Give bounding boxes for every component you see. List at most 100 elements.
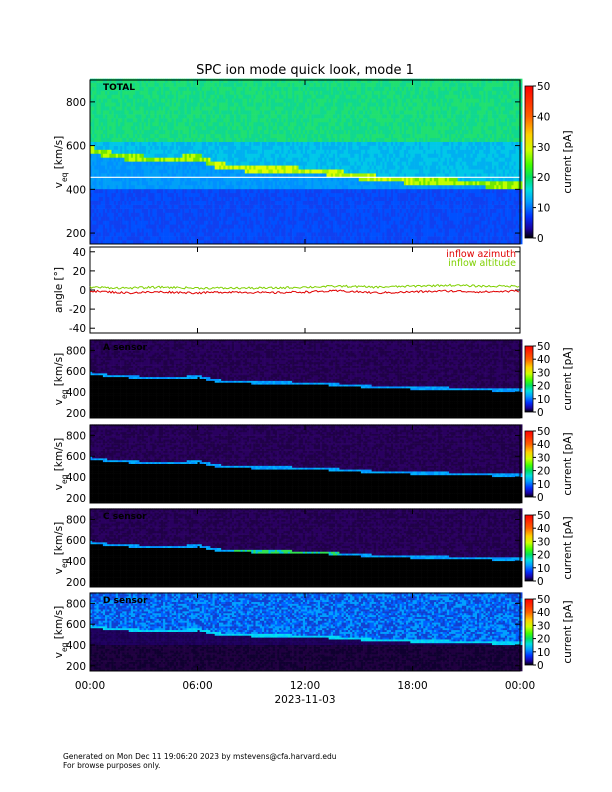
legend-entry: inflow altitude [448, 258, 516, 269]
panel-label: D sensor [103, 596, 148, 606]
y-axis-label: veq [km/s] [53, 136, 69, 188]
y-tick-label: 400 [66, 472, 86, 484]
colorbar-gradient [524, 514, 534, 582]
colorbar-tick-label: 40 [537, 439, 550, 451]
y-tick-label: 200 [66, 493, 86, 505]
colorbar-tick-label: 40 [537, 523, 550, 535]
panel-label: A sensor [103, 343, 148, 353]
x-tick-label: 00:00 [505, 680, 535, 692]
y-axis-label: veq [km/s] [53, 522, 69, 574]
panel-total: TOTAL 200 400 600 800 veq [km/s] [53, 78, 523, 245]
colorbar-tick-label: 30 [537, 367, 550, 379]
colorbar-tick-label: 40 [537, 111, 550, 123]
colorbar-tick-label: 50 [537, 594, 550, 606]
colorbar-tick-label: 50 [537, 81, 550, 93]
colorbar-tick-label: 10 [537, 394, 550, 406]
y-tick-label: 400 [66, 184, 86, 196]
y-tick-label: 200 [66, 577, 86, 589]
colorbar-label: current [pA] [562, 600, 574, 663]
y-tick-label: 600 [66, 619, 86, 631]
y-tick-label: 400 [66, 556, 86, 568]
y-tick-label: 600 [66, 451, 86, 463]
colorbar-tick-label: 20 [537, 381, 550, 393]
footer-generated: Generated on Mon Dec 11 19:06:20 2023 by… [63, 752, 336, 761]
colorbar-tick-label: 0 [537, 576, 544, 588]
y-tick-label: 800 [66, 430, 86, 442]
y-axis-label: veq [km/s] [53, 438, 69, 490]
colorbar-gradient [524, 345, 534, 413]
y-tick-label: 800 [66, 514, 86, 526]
y-tick-label: 800 [66, 598, 86, 610]
y-tick-label: -20 [69, 304, 86, 316]
colorbar-label: current [pA] [562, 347, 574, 410]
panel-angles: -40 -20 0 20 40 angle [°] inflow azimuthinflow… [53, 246, 521, 335]
heatmap-cells [90, 78, 523, 245]
colorbar-tick-label: 0 [537, 492, 544, 504]
colorbar-tick-label: 20 [537, 466, 550, 478]
x-axis-label: 2023-11-03 [274, 694, 335, 706]
y-tick-label: 400 [66, 640, 86, 652]
y-tick-label: 0 [79, 285, 86, 297]
colorbar-tick-label: 50 [537, 510, 550, 522]
colorbar-tick-label: 10 [537, 479, 550, 491]
series-line-altitude [89, 283, 520, 290]
colorbar-tick-label: 20 [537, 172, 550, 184]
heatmap-cells [90, 424, 523, 504]
colorbar-tick-label: 20 [537, 550, 550, 562]
colorbar-tick-label: 0 [537, 407, 544, 419]
heatmap-cells [90, 592, 523, 672]
y-tick-label: -40 [69, 323, 86, 335]
colorbar-tick-label: 20 [537, 634, 550, 646]
x-tick-label: 06:00 [182, 680, 212, 692]
panel-label: TOTAL [103, 83, 135, 93]
y-tick-label: 20 [73, 266, 86, 278]
y-tick-label: 600 [66, 141, 86, 153]
colorbar-tick-label: 30 [537, 620, 550, 632]
colorbar-tick-label: 10 [537, 563, 550, 575]
y-tick-label: 40 [73, 247, 86, 259]
colorbar-gradient [524, 598, 534, 666]
y-tick-label: 600 [66, 366, 86, 378]
colorbar-tick-label: 40 [537, 607, 550, 619]
footer-browse-note: For browse purposes only. [63, 761, 160, 770]
colorbar-tick-label: 30 [537, 142, 550, 154]
y-tick-label: 200 [66, 408, 86, 420]
colorbar-tick-label: 10 [537, 203, 550, 215]
colorbar-label: current [pA] [562, 130, 574, 193]
colorbar-gradient [524, 85, 534, 239]
heatmap-cells [90, 508, 523, 588]
heatmap-cells [90, 339, 523, 419]
figure-title: SPC ion mode quick look, mode 1 [196, 63, 414, 78]
y-tick-label: 600 [66, 535, 86, 547]
panel-label: C sensor [103, 512, 147, 522]
colorbar-tick-label: 50 [537, 426, 550, 438]
colorbar-tick-label: 10 [537, 647, 550, 659]
colorbar-tick-label: 50 [537, 341, 550, 353]
colorbar-label: current [pA] [562, 432, 574, 495]
y-tick-label: 800 [66, 97, 86, 109]
colorbar-tick-label: 30 [537, 452, 550, 464]
x-tick-label: 12:00 [290, 680, 320, 692]
y-axis-label: veq [km/s] [53, 353, 69, 405]
colorbar-label: current [pA] [562, 516, 574, 579]
colorbar-tick-label: 0 [537, 660, 544, 672]
y-tick-label: 200 [66, 661, 86, 673]
legend-entry: inflow azimuth [446, 249, 516, 260]
colorbar-tick-label: 30 [537, 536, 550, 548]
y-tick-label: 200 [66, 228, 86, 240]
x-tick-label: 00:00 [75, 680, 105, 692]
colorbar-gradient [524, 430, 534, 498]
y-tick-label: 800 [66, 345, 86, 357]
colorbar-tick-label: 0 [537, 233, 544, 245]
colorbar-tick-label: 40 [537, 354, 550, 366]
x-tick-label: 18:00 [397, 680, 427, 692]
